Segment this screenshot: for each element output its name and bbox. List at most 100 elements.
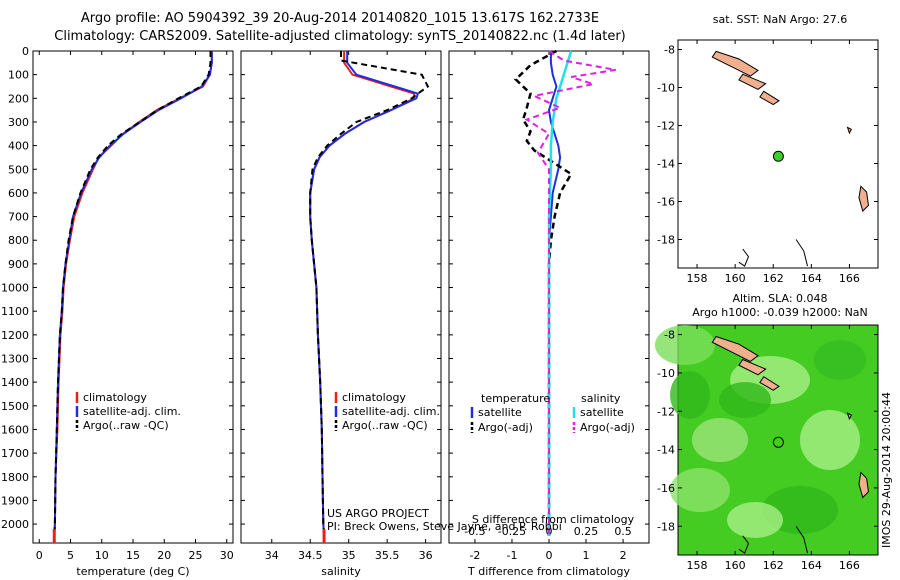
reef-outline [795, 525, 809, 554]
sal-x-tick-label: 35 [342, 549, 356, 562]
diff-x-tick-label: -2 [469, 549, 480, 562]
depth-tick-label: 1500 [1, 400, 29, 413]
depth-tick-label: 2000 [1, 518, 29, 531]
temp-x-tick-label: 25 [189, 549, 203, 562]
temp-legend-label: satellite-adj. clim. [83, 405, 181, 418]
sal-series-line [309, 51, 430, 536]
depth-tick-label: 1200 [1, 329, 29, 342]
map-y-tick-label: -8 [664, 329, 675, 342]
island-shape [711, 50, 759, 77]
argo-float-location-marker [772, 150, 784, 162]
map-y-tick-label: -16 [657, 482, 675, 495]
figure-title: Argo profile: AO 5904392_39 20-Aug-2014 … [80, 11, 600, 26]
diff-top-tick-label: 0.5 [614, 525, 632, 538]
diff-x-tick-label: 2 [620, 549, 627, 562]
map-x-tick-label: 162 [763, 272, 784, 285]
depth-tick-label: 1000 [1, 282, 29, 295]
island-shape [858, 471, 870, 499]
depth-tick-label: 0 [22, 45, 29, 58]
depth-tick-label: 400 [8, 140, 29, 153]
diff-legend-label: satellite [478, 406, 522, 419]
diff-x-tick-label: 0 [546, 549, 553, 562]
map-x-tick-label: 162 [763, 559, 784, 572]
map-y-tick-label: -8 [664, 44, 675, 57]
diff-top-axis-label: S difference from climatology [472, 513, 635, 526]
temp-x-axis-label: temperature (deg C) [76, 565, 189, 578]
island-shape [738, 358, 767, 376]
temp-legend-label: climatology [83, 391, 147, 404]
imos-credit: IMOS 29-Aug-2014 20:00:44 [880, 392, 893, 548]
project-annotation: PI: Breck Owens, Steve Jayne, and P. Rob… [327, 520, 562, 533]
diff-top-tick-label: -0.5 [464, 525, 485, 538]
map-y-tick-label: -12 [657, 405, 675, 418]
sla-anomaly-patch [719, 382, 771, 418]
island-shape [711, 335, 759, 363]
depth-tick-label: 1700 [1, 447, 29, 460]
diff-legend-label: satellite [580, 406, 624, 419]
sal-legend-label: satellite-adj. clim. [342, 405, 440, 418]
map-x-tick-label: 166 [839, 559, 860, 572]
temp-x-tick-label: 5 [67, 549, 74, 562]
depth-tick-label: 1300 [1, 353, 29, 366]
island-shape [858, 185, 870, 212]
depth-tick-label: 700 [8, 211, 29, 224]
map-x-tick-label: 160 [725, 559, 746, 572]
sal-legend-label: climatology [342, 391, 406, 404]
temp-x-tick-label: 10 [95, 549, 109, 562]
sal-series-line [309, 51, 420, 536]
island-shape [846, 412, 853, 421]
sal-x-tick-label: 36 [419, 549, 433, 562]
temp-x-tick-label: 0 [36, 549, 43, 562]
depth-tick-label: 500 [8, 163, 29, 176]
diff-legend-label: temperature [481, 392, 550, 405]
map-y-tick-label: -18 [657, 520, 675, 533]
island-shape [738, 73, 767, 90]
depth-tick-label: 900 [8, 258, 29, 271]
sla-anomaly-patch [670, 468, 730, 512]
diff-x-axis-label: T difference from climatology [467, 565, 630, 578]
reef-outline [738, 535, 750, 554]
diff-series-line [524, 50, 616, 536]
map-y-tick-label: -12 [657, 120, 675, 133]
island-shape [759, 376, 780, 391]
sal-x-axis-label: salinity [321, 565, 361, 578]
temp-x-tick-label: 15 [126, 549, 140, 562]
map-y-tick-label: -14 [657, 444, 675, 457]
temp-series-line [53, 51, 212, 536]
project-annotation: US ARGO PROJECT [327, 507, 429, 520]
argo-float-location-marker [772, 436, 784, 448]
temp-x-tick-label: 20 [157, 549, 171, 562]
island-shape [846, 126, 853, 135]
sla-anomaly-patch [800, 410, 860, 470]
sla-anomaly-patch [814, 340, 866, 380]
sal-legend-label: Argo(..raw -QC) [342, 419, 428, 432]
map-y-tick-label: -18 [657, 234, 675, 247]
sal-plot-frame [240, 50, 442, 544]
map-x-tick-label: 164 [801, 272, 822, 285]
island-shape [759, 90, 780, 106]
map-y-tick-label: -16 [657, 196, 675, 209]
depth-tick-label: 1900 [1, 494, 29, 507]
map-x-tick-label: 158 [687, 272, 708, 285]
depth-tick-label: 800 [8, 234, 29, 247]
sla-anomaly-patch [692, 418, 748, 462]
map-y-tick-label: -10 [657, 82, 675, 95]
diff-x-tick-label: 1 [583, 549, 590, 562]
sal-x-tick-label: 34.5 [298, 549, 323, 562]
sla-anomaly-patch [727, 502, 783, 538]
depth-tick-label: 200 [8, 92, 29, 105]
depth-tick-label: 1100 [1, 305, 29, 318]
map-y-tick-label: -10 [657, 367, 675, 380]
depth-tick-label: 1800 [1, 471, 29, 484]
sal-x-tick-label: 34 [265, 549, 279, 562]
depth-tick-label: 1600 [1, 423, 29, 436]
diff-top-tick-label: 0.25 [574, 525, 599, 538]
map-y-tick-label: -14 [657, 158, 675, 171]
diff-x-tick-label: -1 [506, 549, 517, 562]
sla-anomaly-patch [670, 371, 710, 419]
depth-tick-label: 300 [8, 116, 29, 129]
diff-legend-label: Argo(-adj) [478, 421, 533, 434]
map-x-tick-label: 158 [687, 559, 708, 572]
reef-outline [795, 239, 809, 267]
